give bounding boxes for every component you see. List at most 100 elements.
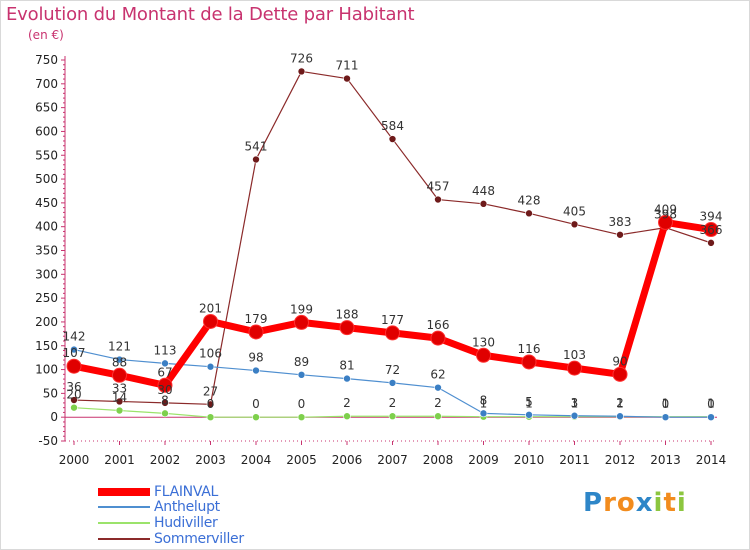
x-tick-label: 2008 [423,453,454,467]
data-label-anthelupt: 2 [616,396,624,410]
data-point-anthelupt [525,411,533,419]
x-tick-label: 2004 [241,453,272,467]
data-point-flainval [112,367,127,383]
data-label-hudiviller: 1 [525,397,533,411]
data-point-flainval [385,325,400,341]
data-label-anthelupt: 0 [707,397,715,411]
data-point-anthelupt [434,383,442,392]
data-point-hudiviller [115,406,124,415]
legend-label: FLAINVAL [154,484,219,500]
data-label-flainval: 103 [563,348,586,362]
data-point-sommerviller [570,220,579,229]
y-tick-label: 150 [35,339,58,353]
data-point-flainval [703,222,719,238]
x-tick-label: 2012 [605,453,636,467]
legend-label: Anthelupt [154,499,220,515]
data-point-sommerviller [343,74,351,83]
data-label-anthelupt: 98 [248,351,263,365]
data-label-flainval: 88 [112,355,127,369]
data-label-flainval: 409 [654,202,677,216]
data-label-hudiviller: 20 [66,388,81,402]
data-label-sommerviller: 30 [157,383,172,397]
y-tick-label: 200 [35,315,58,329]
logo-letter: o [616,488,636,518]
data-point-hudiviller [161,409,169,418]
data-label-anthelupt: 106 [199,347,222,361]
data-label-hudiviller: 2 [434,396,442,410]
data-label-sommerviller: 33 [112,381,127,395]
data-point-sommerviller [161,399,169,407]
data-point-anthelupt [661,413,670,421]
legend-label: Sommerviller [154,531,244,547]
data-label-sommerviller: 383 [609,215,632,229]
data-label-anthelupt: 62 [430,368,445,382]
y-tick-label: 50 [43,386,58,400]
x-tick-label: 2014 [696,453,727,467]
data-point-anthelupt [206,362,215,371]
logo-letter: i [676,488,687,518]
y-tick-label: 750 [35,53,58,67]
data-point-sommerviller [434,195,442,204]
proxiti-logo: Proxiti [583,488,687,518]
data-point-flainval [339,320,355,336]
data-label-sommerviller: 428 [518,193,541,207]
data-label-hudiviller: 1 [571,397,579,411]
data-point-sommerviller [479,200,488,208]
data-point-sommerviller [388,135,397,143]
x-tick-label: 2002 [150,453,181,467]
data-point-anthelupt [70,345,78,354]
y-tick-label: 700 [35,77,58,91]
data-label-anthelupt: 121 [108,340,131,354]
data-point-flainval [203,313,218,329]
y-tick-label: -50 [38,434,58,448]
data-label-anthelupt: 89 [294,355,309,369]
data-label-flainval: 107 [63,346,86,360]
logo-letter: x [635,488,654,518]
data-label-flainval: 394 [700,210,723,224]
data-label-sommerviller: 448 [472,184,495,198]
data-label-hudiviller: 1 [707,397,715,411]
y-tick-label: 300 [35,267,58,281]
data-point-sommerviller [707,239,715,247]
data-label-hudiviller: 2 [389,396,397,410]
x-tick-label: 2013 [650,453,681,467]
data-label-hudiviller: 0 [252,397,260,411]
data-label-anthelupt: 113 [154,343,177,357]
data-label-sommerviller: 457 [427,180,450,194]
data-label-sommerviller: 711 [336,59,359,73]
logo-letter: i [653,488,664,518]
data-label-sommerviller: 541 [245,140,268,154]
data-point-flainval [157,377,173,393]
data-label-anthelupt: 3 [571,396,579,410]
data-point-anthelupt [343,374,351,383]
x-tick-label: 2006 [332,453,363,467]
data-label-anthelupt: 81 [339,359,354,373]
data-label-anthelupt: 142 [63,330,86,344]
y-tick-label: 550 [35,148,58,162]
data-point-anthelupt [616,412,624,421]
x-tick-label: 2005 [286,453,317,467]
data-label-hudiviller: 0 [207,397,215,411]
data-point-hudiviller [434,412,442,421]
data-point-sommerviller [616,230,624,239]
data-label-flainval: 179 [245,312,268,326]
logo-letter: t [663,488,677,518]
legend-item-anthelupt: Anthelupt [98,499,358,515]
data-point-anthelupt [570,411,579,420]
data-point-hudiviller [206,413,215,421]
x-tick-label: 2001 [104,453,135,467]
data-point-flainval [430,330,446,346]
x-tick-label: 2009 [468,453,499,467]
data-label-flainval: 201 [199,301,222,315]
data-point-anthelupt [388,379,397,387]
data-point-hudiviller [343,412,351,421]
data-point-flainval [248,324,264,340]
x-tick-label: 2010 [514,453,545,467]
data-label-flainval: 177 [381,313,404,327]
legend-swatch [98,488,150,496]
data-point-flainval [521,354,537,370]
legend-swatch [98,522,150,524]
data-point-hudiviller [70,403,78,412]
